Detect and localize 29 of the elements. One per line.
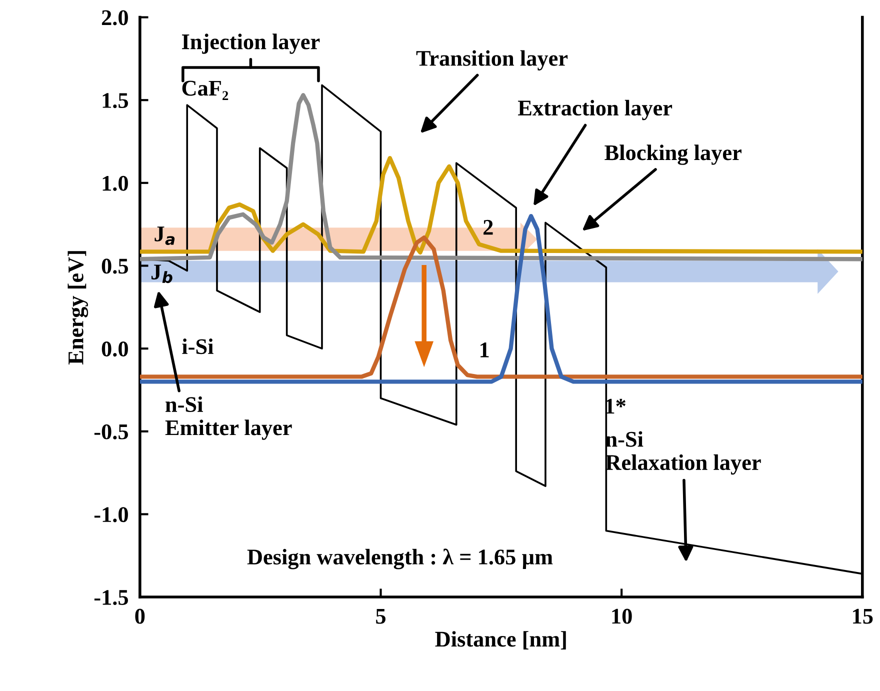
y-tick-label: 1.0	[102, 176, 128, 191]
annotation: 1*	[606, 398, 626, 414]
y-tick-label: 0.0	[102, 341, 128, 357]
y-tick-label: 2.0	[102, 10, 128, 26]
annotation: 1	[480, 342, 489, 358]
annotation: n-Si Relaxation layer	[606, 431, 761, 475]
annotation: Transition layer	[416, 50, 568, 70]
annotation: Design wavelength : λ = 1.65 µm	[247, 548, 553, 570]
annotation: Blocking layer	[604, 144, 742, 165]
x-tick-label: 10	[612, 608, 632, 624]
annotation: J$_{a}$	[154, 226, 175, 246]
annotation: 2	[484, 220, 493, 235]
x-tick-label: 15	[853, 608, 873, 624]
y-axis-title: Energy [eV]	[68, 251, 88, 364]
annotation: CaF₂	[182, 80, 228, 100]
annotation: n-Si Emitter layer	[165, 396, 292, 440]
y-tick-label: 0.5	[102, 258, 128, 274]
annotation: Injection layer	[182, 34, 320, 54]
annotation: Extraction layer	[518, 100, 672, 120]
line-series	[140, 214, 862, 384]
x-tick-label: 0	[135, 608, 145, 624]
x-tick-label: 5	[376, 609, 386, 624]
y-tick-label: -1.5	[94, 590, 128, 606]
annotation: i-Si	[182, 338, 214, 354]
y-tick-label: -1.0	[94, 507, 128, 522]
y-tick-label: -0.5	[94, 424, 128, 440]
annotation: J$_{b}$	[152, 264, 172, 284]
y-tick-label: 1.5	[102, 93, 128, 108]
x-axis-title: Distance [nm]	[435, 631, 566, 650]
